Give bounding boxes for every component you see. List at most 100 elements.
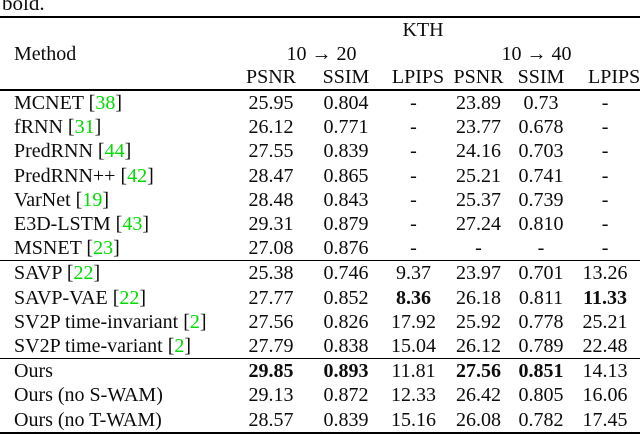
metric-value-cell: 27.77: [248, 286, 294, 309]
table-row: MSNET [23] 27.08 0.876 - - - -: [0, 236, 640, 261]
method-name: PredRNN++: [14, 164, 116, 187]
metric-value-cell: 0.782: [518, 408, 564, 431]
table-row: Ours 29.85 0.893 11.81 27.56 0.851 14.13: [0, 358, 640, 384]
metric-value-cell: 27.56: [248, 310, 294, 333]
metric-value-cell: 26.12: [248, 116, 294, 139]
metric-value-cell: 25.38: [232, 260, 310, 286]
metric-value-cell: 11.81: [382, 358, 445, 384]
table-row: SV2P time-variant [2] 27.79 0.838 15.04 26.1…: [0, 334, 640, 359]
metric-value-cell: -: [410, 237, 417, 260]
metric-value-cell: 0.893: [310, 358, 382, 384]
citation-number: 42: [127, 164, 148, 187]
metric-value-cell: -: [537, 237, 545, 260]
metric-value-cell: -: [601, 188, 609, 211]
results-table-body: MCNET [38] 25.95 0.804-23.89 0.73- fRNN [31]…: [0, 90, 640, 433]
col-header-psnr-1: PSNR: [232, 66, 310, 91]
metric-value-cell: 0.838: [323, 335, 369, 358]
citation-ref: [22]: [107, 286, 147, 309]
citation-ref: [44]: [92, 140, 132, 163]
col-header-lpips-1: LPIPS: [382, 66, 445, 91]
method-name: E3D-LSTM: [14, 213, 111, 236]
metric-value-cell: -: [601, 116, 609, 139]
metric-value-cell: 0.778: [518, 310, 564, 333]
method-cell: PredRNN [44]: [0, 139, 232, 163]
metric-value-cell: 0.876: [323, 237, 369, 260]
citation-number: 31: [74, 116, 95, 139]
method-name: MSNET: [14, 237, 82, 260]
metric-value-cell: 9.37: [382, 260, 445, 286]
metric-value-cell: 27.56: [445, 358, 512, 384]
metric-value-cell: 26.18: [456, 286, 501, 309]
method-cell: MSNET [23]: [0, 236, 232, 261]
citation-number: 22: [73, 262, 94, 285]
method-cell: SAVP [22]: [0, 260, 232, 286]
metric-value-cell: 13.26: [570, 260, 640, 286]
metric-value-cell: 25.95: [248, 92, 294, 114]
metric-value-cell: 0.826: [323, 310, 369, 333]
metric-value-cell: 0.678: [518, 116, 564, 139]
method-cell: PredRNN++ [42]: [0, 164, 232, 188]
table-row: PredRNN++ [42] 28.47 0.865 - 25.21 0.741 -: [0, 164, 640, 188]
metric-value-cell: 29.13: [248, 384, 294, 407]
metric-value-cell: 27.79: [248, 335, 294, 358]
method-cell: SV2P time-variant [2]: [0, 334, 232, 359]
metric-value-cell: -: [601, 92, 609, 114]
metric-value-cell: 25.92: [456, 310, 501, 333]
dataset-header-row: KTH: [0, 17, 640, 42]
metric-value-cell: -: [601, 164, 609, 187]
method-cell: fRNN [31]: [0, 115, 232, 139]
metric-value-cell: 23.97: [445, 260, 512, 286]
metric-value-cell: 24.16: [456, 140, 501, 163]
metric-value-cell: -: [410, 164, 417, 187]
citation-number: 22: [119, 286, 140, 309]
metric-value-cell: 28.47: [248, 164, 294, 187]
metric-value-cell: 27.24: [456, 213, 501, 236]
metric-value-cell: 27.55: [248, 140, 294, 163]
col-header-ssim-1: SSIM: [310, 66, 382, 91]
metric-value-cell: -: [410, 213, 417, 236]
metric-value-cell: 28.48: [248, 188, 294, 211]
method-name: MCNET: [14, 92, 84, 114]
method-name: SV2P time-invariant: [14, 310, 179, 333]
metric-value-cell: 12.33: [391, 384, 436, 407]
empty-header-cell: [0, 66, 232, 91]
method-name: Ours (no T-WAM): [14, 408, 162, 431]
metric-value-cell: 25.37: [456, 188, 501, 211]
metric-value-cell: 15.04: [391, 335, 436, 358]
metric-value-cell: 26.12: [456, 335, 501, 358]
col-header-lpips-2: LPIPS: [570, 66, 640, 91]
citation-ref: [2]: [178, 310, 207, 333]
citation-ref: [38]: [83, 92, 122, 114]
metric-value-cell: 26.42: [456, 384, 501, 407]
metric-value-cell: 0.703: [518, 140, 564, 163]
metric-value-cell: 0.843: [323, 188, 369, 211]
metric-value-cell: 8.36: [396, 286, 431, 309]
metric-value-cell: -: [475, 237, 482, 260]
method-cell: E3D-LSTM [43]: [0, 212, 232, 236]
table-row: SAVP [22] 25.38 0.746 9.37 23.97 0.701 13.26: [0, 260, 640, 286]
metric-value-cell: 23.89: [456, 92, 501, 114]
metric-value-cell: -: [410, 116, 417, 139]
metric-value-cell: 0.804: [323, 92, 369, 114]
metric-value-cell: 15.16: [391, 408, 436, 431]
metric-value-cell: -: [410, 140, 417, 163]
metric-value-cell: 27.08: [248, 237, 294, 260]
metric-value-cell: 0.771: [323, 116, 369, 139]
table-row: MCNET [38] 25.95 0.804 - 23.89 0.73 -: [0, 90, 640, 115]
method-name: PredRNN: [14, 140, 93, 163]
method-name: Ours (no S-WAM): [14, 384, 163, 407]
metric-value-cell: 0.746: [310, 260, 382, 286]
table-row: fRNN [31] 26.12 0.771 - 23.77 0.678 -: [0, 115, 640, 139]
metric-value-cell: 16.06: [582, 384, 628, 407]
table-row: PredRNN [44] 27.55 0.839 - 24.16 0.703 -: [0, 139, 640, 163]
metric-value-cell: -: [601, 237, 609, 260]
method-cell: SV2P time-invariant [2]: [0, 310, 232, 334]
col-header-ssim-2: SSIM: [512, 66, 570, 91]
metric-value-cell: 0.741: [518, 164, 564, 187]
citation-ref: [31]: [62, 116, 102, 139]
method-cell: Ours: [0, 358, 232, 384]
citation-ref: [23]: [81, 237, 120, 260]
table-row: Ours (no S-WAM) 29.13 0.872 12.33 26.42 0.805…: [0, 383, 640, 407]
metric-value-cell: 0.811: [518, 286, 564, 309]
metric-value-cell: 29.85: [232, 358, 310, 384]
